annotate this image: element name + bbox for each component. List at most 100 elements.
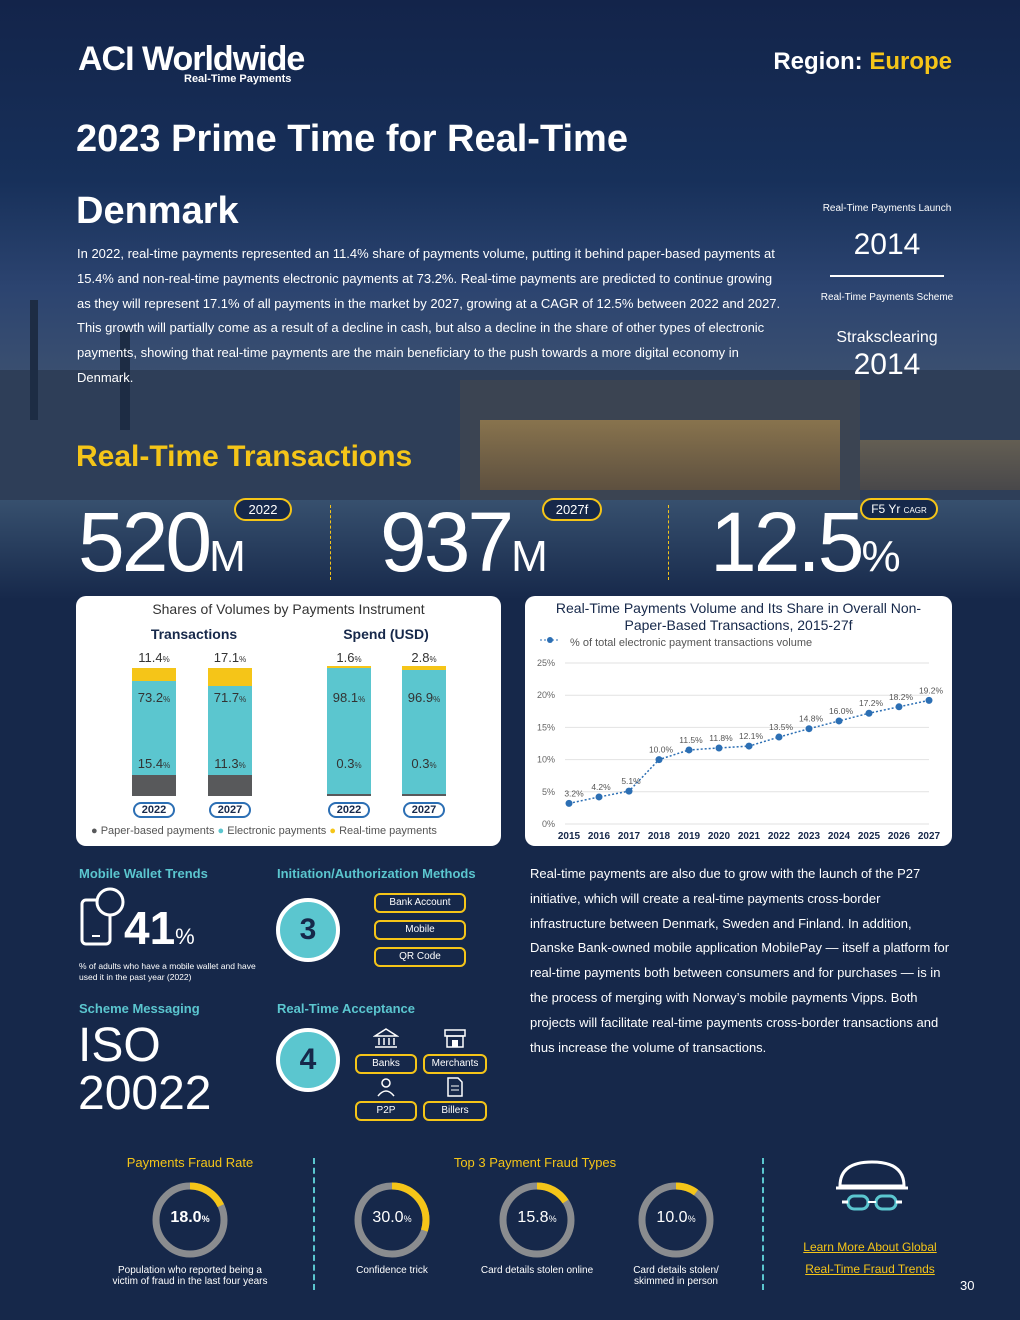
fraud-type-2-donut: 15.8% [495,1178,579,1262]
merchant-icon [444,1029,466,1048]
year-pill: 2022 [133,802,175,818]
page-title: 2023 Prime Time for Real-Time [76,118,628,160]
sidebar-divider [830,275,944,277]
brand-tagline: Real-Time Payments [184,73,292,85]
method-bank-account: Bank Account [374,893,466,913]
donut-value: 30.0% [350,1209,434,1227]
scheme-msg-line1: ISO [78,1019,161,1072]
year-pill: 2022 [328,802,370,818]
label-paper: 11.3% [214,756,246,771]
x-tick-label: 2017 [618,831,641,842]
brand-logo: ACI Worldwide [78,40,305,78]
donut-ring [638,1182,714,1258]
legend-electronic: Electronic payments [227,825,327,837]
stat-2027-unit: M [511,532,548,581]
intro-paragraph: In 2022, real-time payments represented … [77,246,781,385]
initiation-count: 3 [276,898,340,962]
donut-number: 18.0 [170,1209,202,1226]
fraud-rate-donut: 18.0% [148,1178,232,1262]
label-realtime: 2.8% [411,650,437,665]
x-tick-label: 2015 [558,831,581,842]
bar-segment [402,794,446,796]
fraud-link-line2[interactable]: Real-Time Fraud Trends [805,1262,935,1276]
donut-ring [354,1182,430,1258]
stat-cagr-value: 12.5 [710,495,864,589]
legend-dot-realtime: ● [329,825,336,837]
legend-dot-paper: ● [91,825,98,837]
biller-icon [447,1077,463,1097]
method-qr-code: QR Code [374,947,466,967]
acceptance-p2p: P2P [355,1101,417,1121]
x-tick-label: 2023 [798,831,821,842]
fraud-rate-heading: Payments Fraud Rate [126,1155,254,1170]
cagr-tag-main: F5 Yr [871,502,901,516]
x-tick-label: 2016 [588,831,611,842]
shares-title: Shares of Volumes by Payments Instrument [152,601,425,617]
stat-2027: 937M [380,500,548,584]
donut-unit: % [403,1214,412,1224]
label-realtime: 1.6% [336,650,362,665]
x-tick-label: 2027 [918,831,941,842]
bar-segment [132,668,176,681]
bank-icon [373,1028,399,1048]
label-electronic: 98.1% [332,690,366,705]
fraud-link-line1[interactable]: Learn More About Global [803,1240,937,1254]
mobile-unit: % [175,924,195,949]
stat-2022: 520M [78,500,246,584]
data-label: 12.1% [739,731,764,741]
data-label: 11.5% [679,735,703,745]
cagr-tag-small: CAGR [903,506,927,515]
label-realtime: 11.4% [138,650,170,665]
acceptance-count: 4 [276,1028,340,1092]
data-point [895,703,903,711]
x-tick-label: 2019 [678,831,701,842]
acceptance-billers: Billers [423,1101,487,1121]
method-mobile: Mobile [374,920,466,940]
x-tick-label: 2020 [708,831,731,842]
y-tick-label: 0% [542,819,555,829]
data-label: 5.1% [621,776,641,786]
label-electronic: 73.2% [137,690,171,705]
data-point [775,733,783,741]
data-point [685,746,693,754]
data-label: 16.0% [829,706,854,716]
fraud-thief-icon [836,1160,908,1211]
x-tick-label: 2025 [858,831,881,842]
body-paragraph-2: Real-time payments are also due to grow … [530,866,950,1055]
data-point [745,742,753,750]
data-label: 14.8% [799,714,824,724]
fraud-type-3-label: Card details stolen/ skimmed in person [633,1265,719,1287]
data-point [715,744,723,752]
stat-2027-tag: 2027f [542,498,602,521]
bar-segment [132,775,176,796]
line-chart: 0% 5% 10% 15% 20% 25% 3.2% 2015 4.2% 2016 5.1% 2017… [537,637,944,842]
divider [668,505,669,580]
divider [762,1158,764,1290]
donut-value-arc [638,1182,714,1258]
mobile-stat: 41% [124,905,195,951]
scheme-msg-heading: Scheme Messaging [79,1001,200,1016]
initiation-heading: Initiation/Authorization Methods [277,866,476,881]
country-title: Denmark [76,190,239,232]
group-transactions: Transactions [150,626,238,642]
year-pill: 2027 [209,802,251,818]
stat-2022-tag: 2022 [234,498,292,521]
data-label: 19.2% [919,685,944,695]
acceptance-merchants: Merchants [423,1054,487,1074]
donut-value: 15.8% [495,1209,579,1227]
bar-segment [208,775,252,796]
stat-cagr: 12.5% [710,500,901,584]
shares-legend: ● Paper-based payments ● Electronic paym… [91,825,437,837]
scheme-year: 2014 [853,348,921,381]
data-point [595,793,603,801]
x-tick-label: 2026 [888,831,911,842]
divider [330,505,331,580]
bar-segment [208,668,252,686]
hero-background [0,0,1020,600]
data-point [625,787,633,795]
shares-card: Shares of Volumes by Payments Instrument… [76,596,501,846]
y-tick-label: 25% [537,658,555,668]
divider [313,1158,315,1290]
data-label: 3.2% [564,788,584,798]
donut-unit: % [687,1214,696,1224]
